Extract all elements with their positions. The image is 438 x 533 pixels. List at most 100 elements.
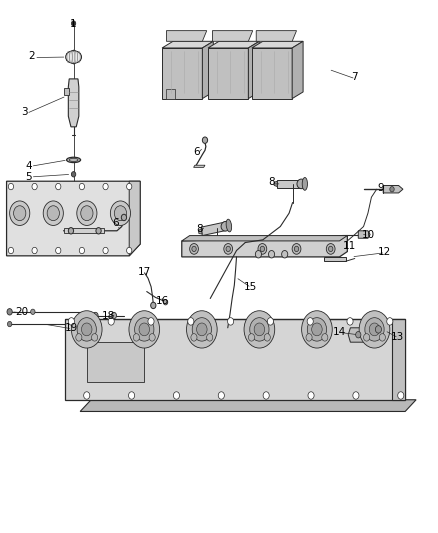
Circle shape <box>197 323 207 336</box>
Text: 12: 12 <box>378 247 391 256</box>
Circle shape <box>108 318 114 325</box>
Circle shape <box>139 323 149 336</box>
Circle shape <box>359 311 390 348</box>
Circle shape <box>149 334 155 341</box>
Circle shape <box>71 21 76 26</box>
Circle shape <box>129 311 159 348</box>
Polygon shape <box>166 31 207 42</box>
Polygon shape <box>166 89 175 99</box>
Circle shape <box>110 201 131 225</box>
Text: 18: 18 <box>102 311 115 320</box>
Circle shape <box>71 311 102 348</box>
Circle shape <box>264 334 270 341</box>
Circle shape <box>10 201 30 225</box>
Circle shape <box>379 334 385 341</box>
Circle shape <box>121 214 127 221</box>
Polygon shape <box>162 42 213 48</box>
Polygon shape <box>201 222 226 236</box>
Circle shape <box>226 246 230 252</box>
Circle shape <box>292 244 301 254</box>
Circle shape <box>31 309 35 314</box>
Circle shape <box>187 311 217 348</box>
Polygon shape <box>65 319 405 400</box>
Circle shape <box>128 392 134 399</box>
Polygon shape <box>68 79 79 127</box>
Circle shape <box>364 334 370 341</box>
Circle shape <box>79 247 85 254</box>
Text: 15: 15 <box>244 282 257 292</box>
Circle shape <box>84 392 90 399</box>
Circle shape <box>68 318 74 325</box>
Circle shape <box>312 323 322 336</box>
Circle shape <box>79 183 85 190</box>
Circle shape <box>191 334 197 341</box>
Circle shape <box>56 183 61 190</box>
Polygon shape <box>87 342 144 382</box>
Polygon shape <box>252 48 292 99</box>
Circle shape <box>163 300 168 305</box>
Circle shape <box>255 251 261 258</box>
Polygon shape <box>277 180 301 188</box>
Ellipse shape <box>226 219 232 232</box>
Circle shape <box>248 334 254 341</box>
Circle shape <box>77 318 96 341</box>
Text: 9: 9 <box>378 183 385 192</box>
Polygon shape <box>372 321 386 335</box>
Circle shape <box>92 334 98 341</box>
Text: 6: 6 <box>193 147 200 157</box>
Polygon shape <box>64 88 69 95</box>
Circle shape <box>127 247 132 254</box>
Circle shape <box>387 318 393 325</box>
Circle shape <box>258 244 267 254</box>
Circle shape <box>47 206 60 221</box>
Polygon shape <box>324 257 346 261</box>
Ellipse shape <box>67 157 81 163</box>
Circle shape <box>77 201 97 225</box>
Circle shape <box>103 247 108 254</box>
Text: 11: 11 <box>343 241 356 251</box>
Circle shape <box>148 318 154 325</box>
Text: 3: 3 <box>21 107 28 117</box>
Circle shape <box>207 334 213 341</box>
Circle shape <box>173 392 180 399</box>
Circle shape <box>390 187 394 192</box>
Circle shape <box>68 228 74 234</box>
Polygon shape <box>348 328 368 342</box>
Circle shape <box>56 247 61 254</box>
Polygon shape <box>256 31 297 42</box>
Circle shape <box>268 251 275 258</box>
Ellipse shape <box>66 51 81 63</box>
Polygon shape <box>7 181 140 256</box>
Ellipse shape <box>297 179 306 189</box>
Circle shape <box>369 323 380 336</box>
Circle shape <box>302 311 332 348</box>
Text: 7: 7 <box>351 72 358 82</box>
Polygon shape <box>248 42 259 99</box>
Circle shape <box>307 318 313 325</box>
Circle shape <box>263 392 269 399</box>
Text: 14: 14 <box>333 327 346 336</box>
Circle shape <box>307 318 327 341</box>
Circle shape <box>260 246 265 252</box>
Text: 2: 2 <box>28 51 35 61</box>
Circle shape <box>228 318 234 325</box>
Text: 8: 8 <box>196 224 203 234</box>
Polygon shape <box>383 185 403 193</box>
Ellipse shape <box>302 177 307 190</box>
Circle shape <box>254 323 265 336</box>
Circle shape <box>356 332 361 338</box>
Circle shape <box>353 392 359 399</box>
Circle shape <box>224 244 233 254</box>
Text: 8: 8 <box>268 177 275 187</box>
Polygon shape <box>198 229 202 234</box>
Text: 17: 17 <box>138 267 151 277</box>
Circle shape <box>7 321 12 327</box>
Polygon shape <box>252 42 303 48</box>
Polygon shape <box>64 228 104 233</box>
Circle shape <box>127 183 132 190</box>
Circle shape <box>326 244 335 254</box>
Circle shape <box>306 334 312 341</box>
Circle shape <box>365 318 384 341</box>
Circle shape <box>398 392 404 399</box>
Text: 19: 19 <box>64 323 78 333</box>
